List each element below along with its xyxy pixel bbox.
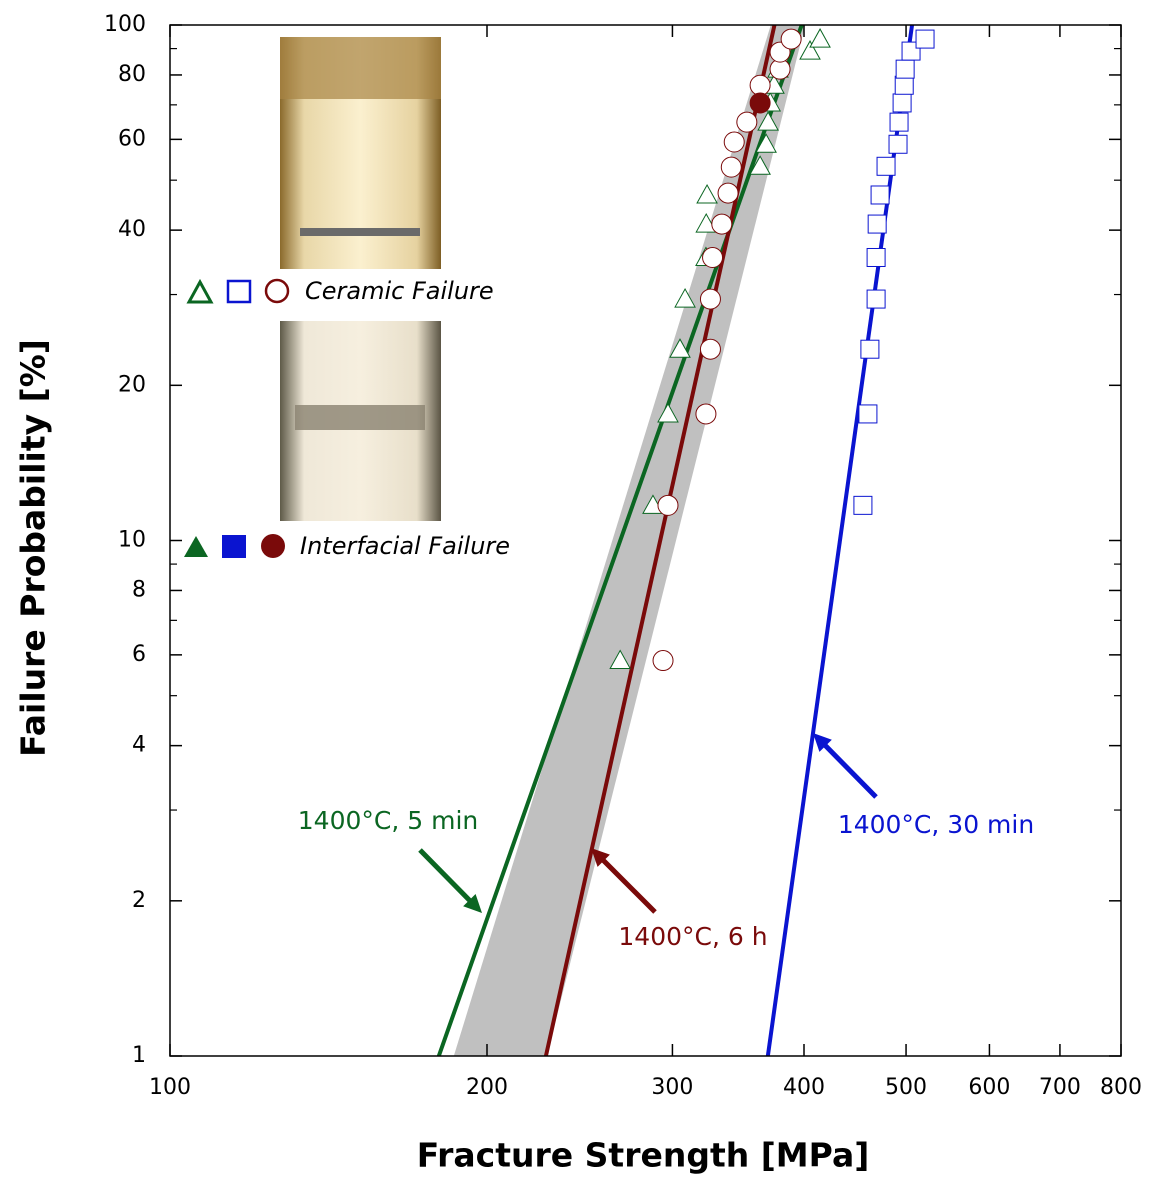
square-point [894, 75, 914, 95]
circle-point [699, 338, 721, 360]
triangle-point [809, 28, 831, 48]
circle-point [711, 213, 733, 235]
photo-ceramic [280, 37, 441, 269]
square-point [915, 29, 935, 49]
circle-point [780, 28, 802, 50]
circle-point [720, 156, 742, 178]
annotation: 1400°C, 5 min [298, 806, 478, 835]
square-point [858, 404, 878, 424]
square-point [853, 495, 873, 515]
legend-open-triangle [186, 278, 214, 304]
x-tick-label: 800 [1100, 1075, 1142, 1100]
circle-point [736, 111, 758, 133]
square-point [866, 289, 886, 309]
y-tick-label: 100 [104, 12, 146, 37]
x-tick-label: 500 [885, 1075, 927, 1100]
legend-filled-square [222, 535, 246, 558]
fit-line [765, 24, 915, 1057]
photo-interfacial [280, 321, 441, 521]
x-tick-label: 700 [1039, 1075, 1081, 1100]
square-point [892, 93, 912, 113]
square-point [876, 156, 896, 176]
legend-interfacial: Interfacial Failure [300, 532, 510, 560]
circle-point [657, 494, 679, 516]
y-axis-title: Failure Probability [%] [14, 339, 53, 757]
x-tick-label: 200 [466, 1075, 508, 1100]
triangle-point [757, 111, 779, 131]
legend-ceramic: Ceramic Failure [305, 277, 494, 305]
square-point [889, 112, 909, 132]
x-axis-title: Fracture Strength [MPa] [417, 1136, 870, 1175]
fit-line [436, 24, 804, 1057]
y-tick-label: 8 [132, 577, 146, 602]
legend-filled-circle [261, 534, 285, 558]
circle-point [723, 131, 745, 153]
circle-point [717, 182, 739, 204]
circle-point [749, 74, 771, 96]
circle-point [652, 650, 674, 672]
circle-point [702, 246, 724, 268]
triangle-point [696, 183, 718, 204]
annotation-arrow [818, 738, 878, 799]
square-point [895, 59, 915, 79]
y-tick-label: 1 [132, 1043, 146, 1068]
square-point [867, 214, 887, 234]
x-tick-label: 100 [149, 1075, 191, 1100]
y-tick-label: 2 [132, 888, 146, 913]
fit-line [543, 24, 777, 1057]
x-tick-label: 300 [651, 1075, 693, 1100]
legend: Ceramic Failure Interfacial Failure [184, 277, 510, 560]
y-tick-label: 40 [118, 217, 146, 242]
annotation: 1400°C, 6 h [618, 922, 767, 951]
y-tick-label: 60 [118, 126, 146, 151]
triangle-point [749, 155, 771, 175]
annotation-arrow [596, 853, 657, 914]
y-tick-label: 6 [132, 642, 146, 667]
legend-open-circle [264, 278, 290, 304]
circle-point [749, 92, 771, 114]
y-tick-label: 20 [118, 372, 146, 397]
annotation-arrowhead [813, 733, 832, 752]
legend-open-square [226, 279, 252, 304]
annotation-arrowhead [463, 894, 482, 913]
circle-point [699, 288, 721, 310]
square-point [870, 185, 890, 205]
y-tick-label: 10 [118, 528, 146, 553]
triangle-point [799, 40, 821, 60]
y-tick-label: 80 [118, 62, 146, 87]
square-point [888, 134, 908, 154]
annotation-arrow [418, 848, 477, 908]
plot-area [169, 24, 1122, 1057]
triangle-point [669, 338, 691, 358]
square-point [866, 247, 886, 267]
triangle-point [755, 133, 777, 153]
x-tick-label: 600 [968, 1075, 1010, 1100]
annotation: 1400°C, 30 min [838, 810, 1034, 839]
triangle-point [609, 649, 632, 670]
triangle-point [657, 402, 679, 423]
triangle-point [695, 213, 718, 233]
square-point [860, 339, 880, 359]
y-tick-label: 4 [132, 733, 146, 758]
legend-filled-triangle [184, 536, 208, 557]
triangle-point [674, 288, 696, 308]
x-tick-label: 400 [783, 1075, 825, 1100]
plot-frame [169, 24, 1122, 1057]
circle-point [695, 403, 717, 425]
annotation-arrowhead [591, 848, 610, 867]
